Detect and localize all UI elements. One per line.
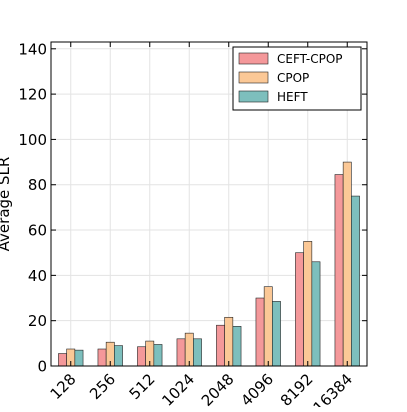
y-tick-label: 0	[37, 358, 47, 376]
bar-ceft-cpop-16384	[334, 174, 344, 367]
y-axis-label: Average SLR	[0, 157, 13, 252]
bar-heft-4096	[272, 301, 281, 367]
bar-cpop-4096	[263, 286, 273, 367]
y-tick-label: 20	[28, 312, 47, 330]
bar-heft-8192	[311, 261, 321, 367]
bar-heft-2048	[232, 326, 242, 367]
bar-ceft-cpop-256	[97, 348, 107, 367]
y-axis: 0 20 40 60 80 100 120 140	[18, 40, 367, 376]
bar-heft-128	[74, 349, 84, 367]
bar-cpop-2048	[224, 316, 234, 367]
legend-swatch-cpop	[238, 71, 269, 84]
y-tick-label: 60	[28, 222, 47, 240]
legend-swatch-ceft-cpop	[238, 52, 269, 65]
legend-label-cpop: CPOP	[277, 71, 309, 85]
x-tick-label: 128	[47, 370, 80, 403]
legend-label-ceft-cpop: CEFT-CPOP	[277, 52, 343, 66]
bar-ceft-cpop-512	[137, 346, 146, 367]
bar-heft-256	[114, 345, 123, 367]
legend-label-heft: HEFT	[277, 90, 308, 104]
x-tick-label: 256	[86, 370, 119, 403]
bar-heft-512	[153, 344, 163, 367]
bar-heft-16384	[351, 195, 360, 367]
bar-ceft-cpop-4096	[255, 297, 265, 367]
x-tick-label: 512	[126, 370, 159, 403]
y-tick-label: 140	[18, 40, 47, 58]
y-tick-label: 80	[28, 176, 47, 194]
x-tick-label: 16384	[310, 370, 356, 407]
y-tick-label: 120	[18, 86, 47, 104]
bar-ceft-cpop-2048	[216, 324, 225, 367]
y-tick-label: 40	[28, 267, 47, 285]
x-tick-label: 1024	[158, 370, 198, 407]
x-tick-label: 2048	[198, 370, 238, 407]
bar-heft-1024	[193, 338, 202, 367]
bar-cpop-8192	[303, 241, 313, 367]
x-tick-label: 4096	[237, 370, 277, 407]
legend-swatch-heft	[238, 90, 269, 103]
bar-ceft-cpop-8192	[295, 252, 304, 367]
legend: CEFT-CPOP CPOP HEFT	[232, 46, 362, 111]
plot-frame	[50, 41, 368, 367]
bar-ceft-cpop-128	[58, 353, 67, 367]
bar-ceft-cpop-1024	[176, 338, 186, 367]
bars	[58, 161, 360, 367]
bar-cpop-16384	[342, 161, 352, 367]
y-tick-label: 100	[18, 131, 47, 149]
